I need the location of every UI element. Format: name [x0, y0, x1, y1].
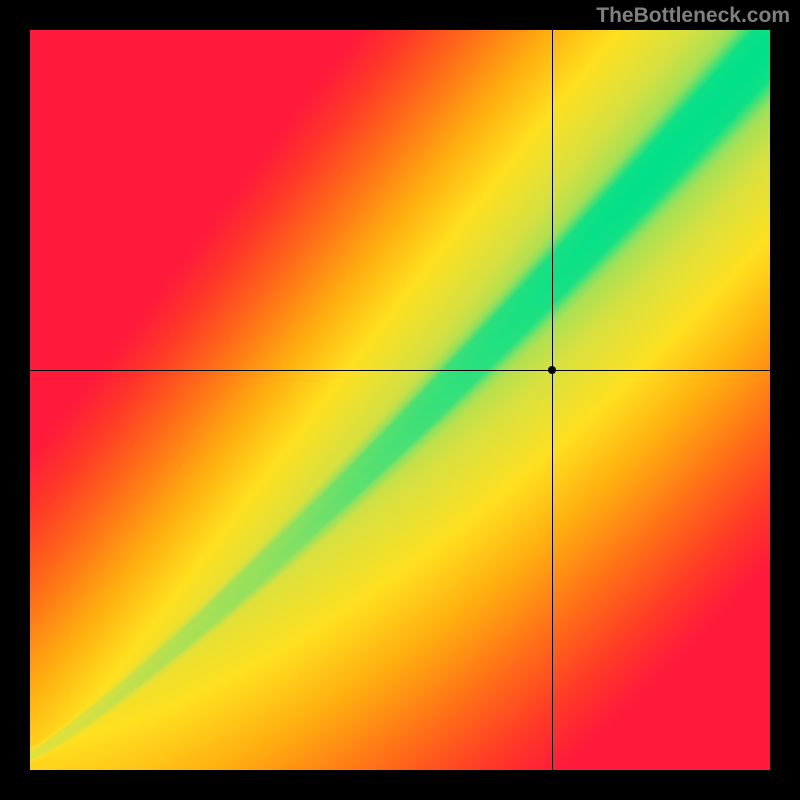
crosshair-marker	[548, 366, 556, 374]
heatmap-canvas	[30, 30, 770, 770]
crosshair-horizontal	[30, 370, 770, 371]
watermark-text: TheBottleneck.com	[596, 4, 790, 28]
heatmap-plot	[30, 30, 770, 770]
chart-container: TheBottleneck.com	[0, 0, 800, 800]
crosshair-vertical	[552, 30, 553, 770]
